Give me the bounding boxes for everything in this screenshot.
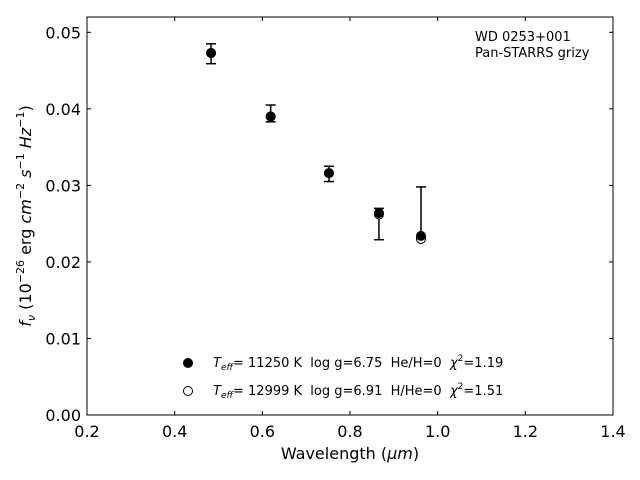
y-tick-label: 0.02 [45, 253, 81, 272]
y-tick-label: 0.00 [45, 406, 81, 425]
data-points [206, 47, 427, 244]
axis-ticks: 0.2 0.4 0.6 0.8 1.0 1.2 1.4 0.00 0.01 0.02 0.03 0.0… [45, 17, 626, 441]
y-axis-label: fν (10−26 erg cm−2 s−1 Hz−1) [14, 105, 38, 326]
legend-marker-open [183, 386, 193, 396]
model-point-filled [206, 47, 217, 58]
model-point-filled [265, 111, 276, 122]
plot-frame [86, 16, 614, 416]
model-point-filled [373, 207, 384, 218]
y-tick-label: 0.04 [45, 100, 81, 119]
x-tick-label: 0.8 [337, 422, 362, 441]
x-tick-label: 1.2 [513, 422, 538, 441]
legend-marker-filled [183, 358, 193, 368]
x-tick-label: 0.4 [162, 422, 187, 441]
annotation-line-2: Pan-STARRS grizy [475, 46, 590, 61]
y-tick-label: 0.01 [45, 329, 81, 348]
legend: Teff= 11250 K log g=6.75 He/H=0 χ2=1.19 … [183, 354, 503, 401]
legend-entry-1: Teff= 11250 K log g=6.75 He/H=0 χ2=1.19 [213, 354, 503, 373]
x-tick-label: 1.0 [425, 422, 450, 441]
x-tick-label: 0.6 [250, 422, 275, 441]
x-tick-label: 1.4 [600, 422, 625, 441]
model-point-filled [323, 168, 334, 179]
annotation-line-1: WD 0253+001 [475, 30, 571, 45]
y-tick-label: 0.05 [45, 23, 81, 42]
model-point-filled [416, 230, 427, 241]
legend-entry-2: Teff= 12999 K log g=6.91 H/He=0 χ2=1.51 [213, 382, 503, 401]
x-axis-label: Wavelength (μm) [281, 444, 419, 463]
x-tick-label: 0.2 [74, 422, 99, 441]
y-tick-label: 0.03 [45, 176, 81, 195]
